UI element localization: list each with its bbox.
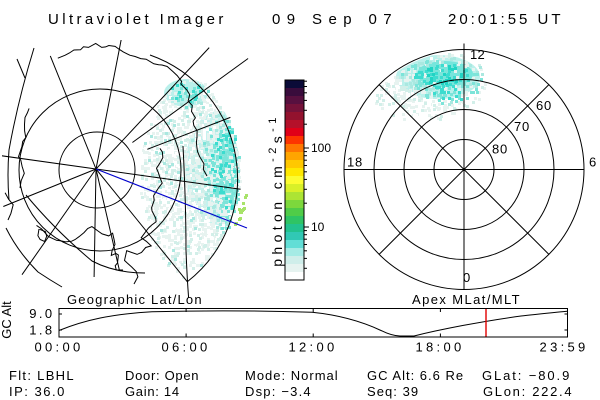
- svg-text:GC Alt: 6.6 Re: GC Alt: 6.6 Re: [367, 368, 464, 383]
- svg-text:Gain: 14: Gain: 14: [125, 384, 180, 399]
- svg-text:23:59: 23:59: [540, 340, 589, 355]
- svg-text:00:00: 00:00: [34, 340, 83, 355]
- svg-text:6: 6: [589, 155, 596, 170]
- svg-text:IP: 36.0: IP: 36.0: [9, 384, 66, 399]
- svg-text:9.0: 9.0: [29, 306, 54, 321]
- svg-text:GLat: −80.9: GLat: −80.9: [482, 368, 571, 383]
- svg-text:12: 12: [470, 47, 485, 62]
- svg-text:09 Sep 07: 09 Sep 07: [272, 11, 398, 28]
- svg-text:Seq: 39: Seq: 39: [367, 384, 419, 399]
- svg-text:Dsp: −3.4: Dsp: −3.4: [245, 384, 312, 399]
- svg-text:0: 0: [463, 270, 470, 285]
- svg-text:80: 80: [492, 142, 508, 157]
- svg-text:Apex MLat/MLT: Apex MLat/MLT: [412, 292, 521, 307]
- svg-text:Ultraviolet Imager: Ultraviolet Imager: [48, 11, 227, 28]
- svg-text:70: 70: [514, 119, 530, 134]
- svg-text:12:00: 12:00: [288, 340, 337, 355]
- svg-text:18: 18: [347, 155, 363, 170]
- svg-text:1.8: 1.8: [29, 323, 54, 338]
- svg-text:10: 10: [311, 220, 325, 234]
- svg-text:06:00: 06:00: [161, 340, 210, 355]
- svg-text:Door: Open: Door: Open: [125, 368, 199, 383]
- svg-text:Flt: LBHL: Flt: LBHL: [9, 368, 75, 383]
- svg-text:Mode: Normal: Mode: Normal: [245, 368, 339, 383]
- svg-text:18:00: 18:00: [415, 340, 464, 355]
- svg-text:60: 60: [536, 98, 552, 113]
- svg-text:photon cm-2s-1: photon cm-2s-1: [267, 113, 285, 267]
- svg-text:20:01:55 UT: 20:01:55 UT: [448, 11, 564, 28]
- svg-text:Geographic Lat/Lon: Geographic Lat/Lon: [67, 292, 203, 307]
- svg-text:100: 100: [311, 141, 331, 155]
- svg-text:GC Alt: GC Alt: [0, 301, 14, 339]
- svg-text:GLon: 222.4: GLon: 222.4: [483, 384, 573, 399]
